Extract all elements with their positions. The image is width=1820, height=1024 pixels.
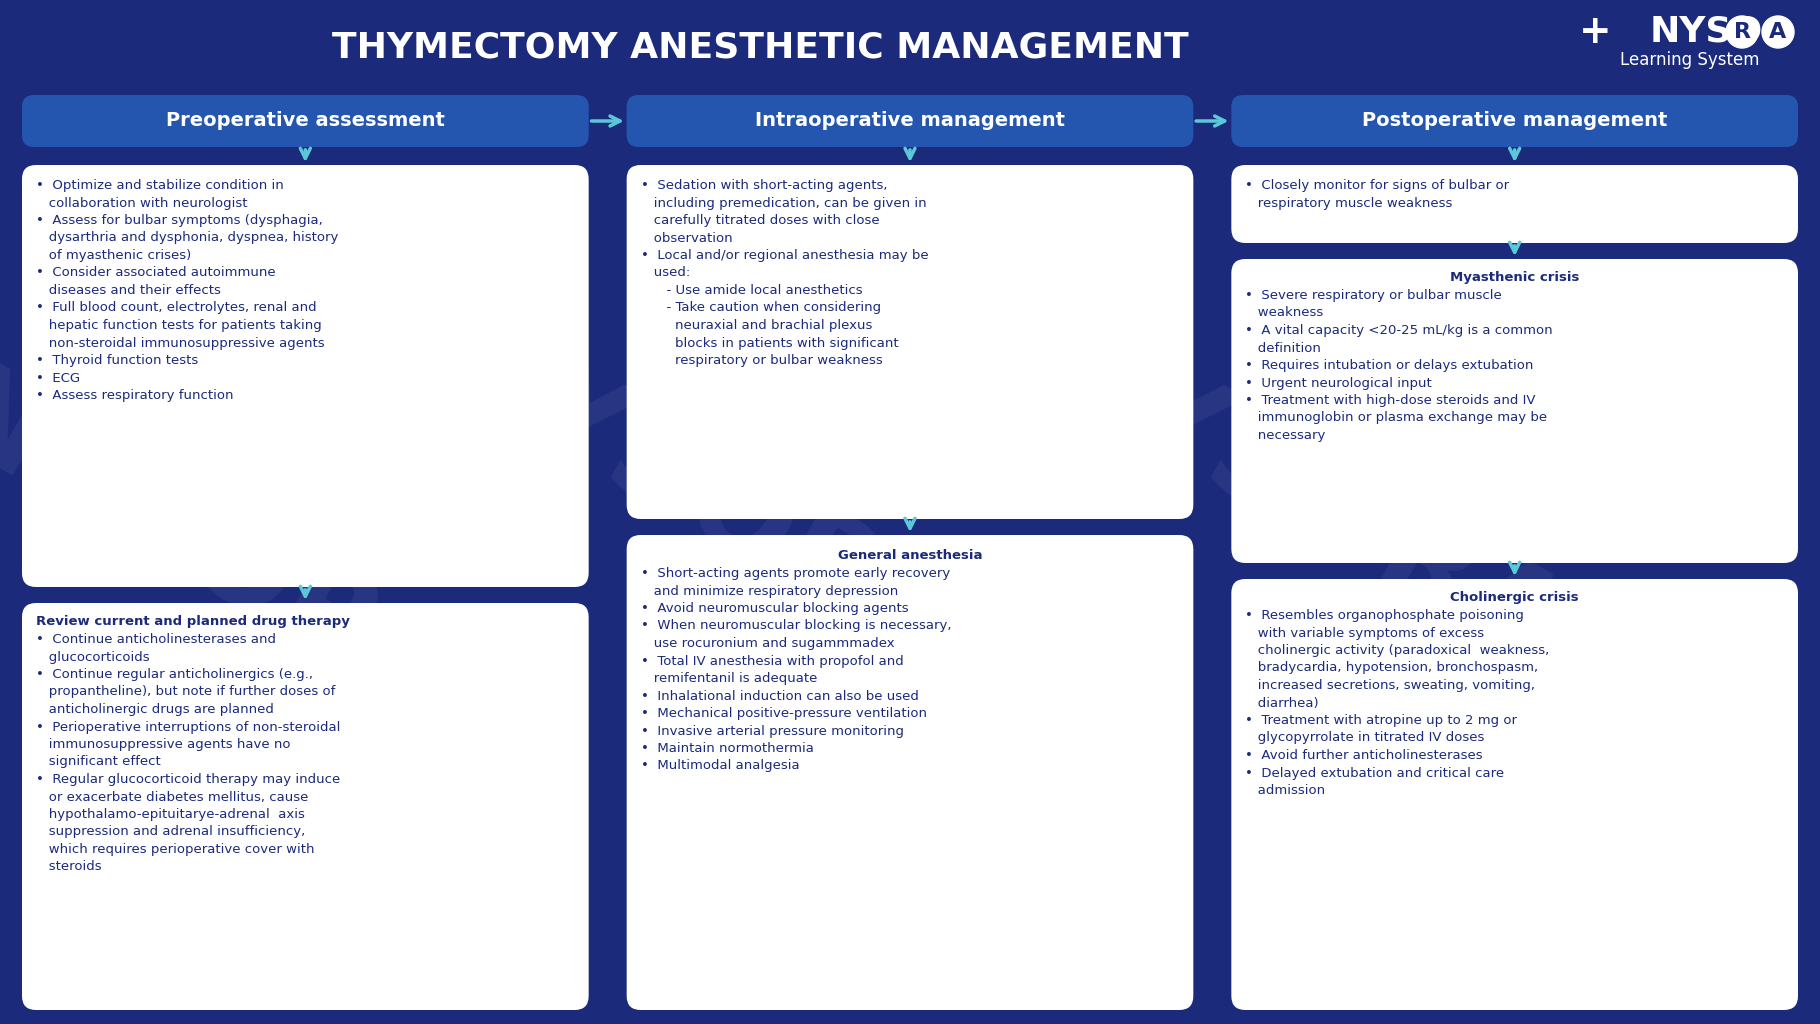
FancyBboxPatch shape — [22, 603, 588, 1010]
FancyBboxPatch shape — [22, 165, 588, 587]
Text: •  Resembles organophosphate poisoning
   with variable symptoms of excess
   ch: • Resembles organophosphate poisoning wi… — [1245, 609, 1549, 797]
Text: •  Sedation with short-acting agents,
   including premedication, can be given i: • Sedation with short-acting agents, inc… — [641, 179, 928, 367]
Circle shape — [1725, 16, 1758, 48]
FancyBboxPatch shape — [1232, 259, 1798, 563]
FancyBboxPatch shape — [1232, 579, 1798, 1010]
Text: Cholinergic crisis: Cholinergic crisis — [1451, 591, 1580, 604]
Text: THYMECTOMY ANESTHETIC MANAGEMENT: THYMECTOMY ANESTHETIC MANAGEMENT — [331, 31, 1188, 65]
Text: Review current and planned drug therapy: Review current and planned drug therapy — [36, 615, 349, 628]
Text: Postoperative management: Postoperative management — [1361, 112, 1667, 130]
FancyBboxPatch shape — [626, 165, 1194, 519]
Text: •  Severe respiratory or bulbar muscle
   weakness
•  A vital capacity <20-25 mL: • Severe respiratory or bulbar muscle we… — [1245, 289, 1552, 442]
Text: +: + — [1578, 13, 1611, 51]
FancyBboxPatch shape — [1232, 95, 1798, 147]
Text: Preoperative assessment: Preoperative assessment — [166, 112, 444, 130]
Text: •  Continue anticholinesterases and
   glucocorticoids
•  Continue regular antic: • Continue anticholinesterases and gluco… — [36, 633, 340, 873]
Text: Learning System: Learning System — [1620, 51, 1760, 69]
FancyBboxPatch shape — [0, 0, 1820, 88]
Text: NYSORA: NYSORA — [417, 301, 983, 698]
Text: •  Optimize and stabilize condition in
   collaboration with neurologist
•  Asse: • Optimize and stabilize condition in co… — [36, 179, 339, 402]
Text: A: A — [1769, 22, 1787, 42]
Text: General anesthesia: General anesthesia — [837, 549, 983, 562]
Text: NYSORA: NYSORA — [1017, 301, 1583, 698]
FancyBboxPatch shape — [626, 535, 1194, 1010]
Text: •  Short-acting agents promote early recovery
   and minimize respiratory depres: • Short-acting agents promote early reco… — [641, 567, 952, 772]
FancyBboxPatch shape — [626, 95, 1194, 147]
Circle shape — [1762, 16, 1795, 48]
Text: NYSO: NYSO — [1651, 15, 1764, 49]
Text: R: R — [1733, 22, 1751, 42]
FancyBboxPatch shape — [1232, 165, 1798, 243]
FancyBboxPatch shape — [22, 95, 588, 147]
Text: •  Closely monitor for signs of bulbar or
   respiratory muscle weakness: • Closely monitor for signs of bulbar or… — [1245, 179, 1509, 210]
Text: Intraoperative management: Intraoperative management — [755, 112, 1065, 130]
Text: Myasthenic crisis: Myasthenic crisis — [1451, 271, 1580, 284]
Text: NYSORA: NYSORA — [0, 351, 484, 749]
